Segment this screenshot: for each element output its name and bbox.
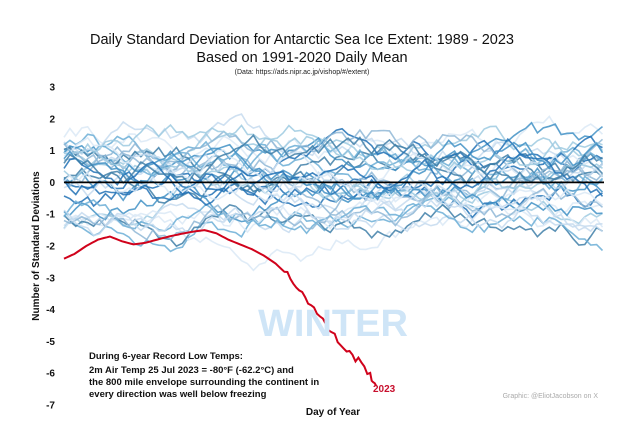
y-tick-label: -5: [46, 337, 55, 348]
background-series-line: [63, 127, 603, 189]
background-series-line: [63, 136, 604, 190]
y-tick-label: 3: [49, 83, 55, 94]
background-series-line: [63, 181, 603, 223]
y-tick-label: 1: [49, 146, 55, 157]
background-series-line: [63, 192, 603, 237]
chart-source: (Data: https://ads.nipr.ac.jp/vishop/#/e…: [235, 69, 370, 76]
chart-subtitle: Based on 1991-2020 Daily Mean: [196, 50, 407, 66]
y-tick-label: -1: [46, 210, 55, 221]
background-series-line: [63, 113, 603, 170]
annotation-line-3: every direction was well below freezing: [89, 389, 267, 400]
chart-title: Daily Standard Deviation for Antarctic S…: [90, 32, 514, 48]
background-series-line: [63, 124, 604, 169]
background-series-line: [63, 196, 604, 234]
annotation-line-2: the 800 mile envelope surrounding the co…: [89, 377, 319, 388]
x-axis-label: Day of Year: [306, 407, 360, 418]
background-series-line: [63, 121, 603, 190]
background-series-line: [63, 172, 603, 211]
y-tick-label: 2: [49, 114, 55, 125]
background-series-line: [63, 178, 603, 219]
credit-text: Graphic: @EliotJacobson on X: [503, 393, 599, 400]
background-series-line: [63, 153, 604, 206]
y-tick-label: -6: [46, 369, 55, 380]
series-2023-line: [63, 229, 378, 387]
y-tick-label: -4: [46, 305, 55, 316]
annotation-heading: During 6-year Record Low Temps:: [89, 351, 243, 362]
background-series-line: [63, 143, 604, 193]
plot-area: 3 2 1 0 -1 -2 -3 -4 -5 -6 -7: [46, 83, 604, 412]
background-series-line: [63, 186, 604, 241]
y-axis-label: Number of Standard Deviations: [31, 171, 42, 321]
y-tick-label: -3: [46, 273, 55, 284]
annotation-line-1: 2m Air Temp 25 Jul 2023 = -80°F (-62.2°C…: [89, 365, 294, 376]
watermark: WINTER: [258, 303, 408, 345]
y-tick-label: -7: [46, 401, 55, 412]
background-series-line: [63, 133, 604, 185]
y-tick-label: -2: [46, 242, 55, 253]
series-label-2023: 2023: [373, 384, 396, 395]
y-tick-label: 0: [49, 178, 55, 189]
